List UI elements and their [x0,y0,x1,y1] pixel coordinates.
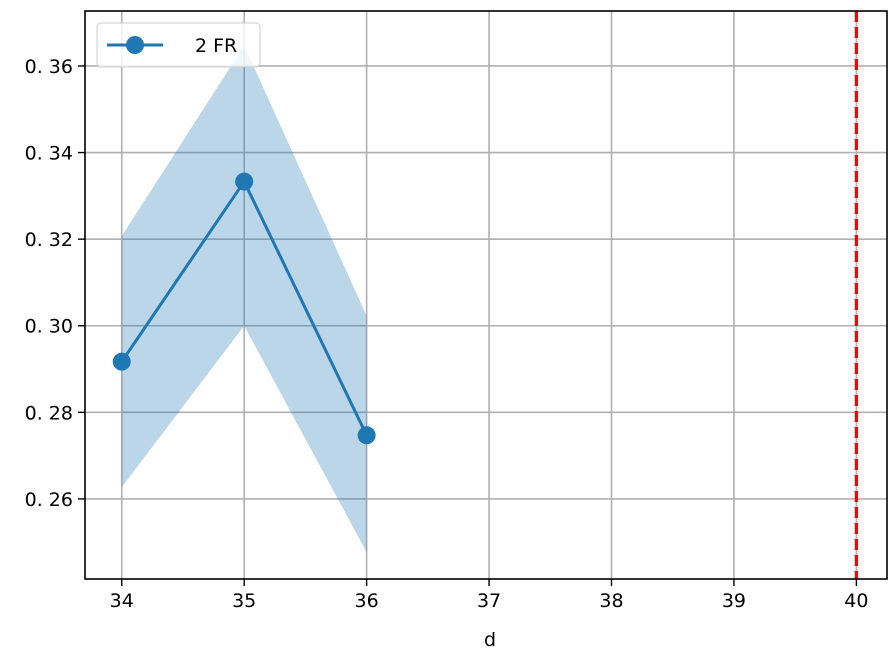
y-tick-label: 0. 32 [25,229,73,251]
data-point [112,352,131,371]
x-tick-label: 35 [232,590,256,612]
legend-marker [126,36,144,54]
data-point [357,426,376,445]
legend-box [96,22,261,68]
y-tick-label: 0. 36 [25,56,73,78]
confidence-band [121,45,367,553]
x-tick-label: 38 [599,590,623,612]
x-axis-ticks: 34 35 36 37 38 39 40 [110,579,868,612]
legend-label: 2 FR [195,35,237,57]
y-axis-ticks: 0. 26 0. 28 0. 30 0. 32 0. 34 0. 36 [25,56,85,511]
x-tick-label: 40 [844,590,868,612]
x-tick-label: 34 [110,590,134,612]
x-tick-label: 37 [477,590,501,612]
y-tick-label: 0. 30 [25,316,73,338]
x-axis-label: d [484,629,496,651]
grid [85,11,887,579]
series-layer [112,172,376,445]
y-tick-label: 0. 34 [25,143,73,165]
data-point [235,172,254,191]
series-band [121,45,367,553]
y-tick-label: 0. 28 [25,402,73,424]
x-tick-label: 36 [355,590,379,612]
legend: 2 FR [96,22,261,68]
x-tick-label: 39 [722,590,746,612]
y-tick-label: 0. 26 [25,489,73,511]
plot-frame [84,10,888,580]
